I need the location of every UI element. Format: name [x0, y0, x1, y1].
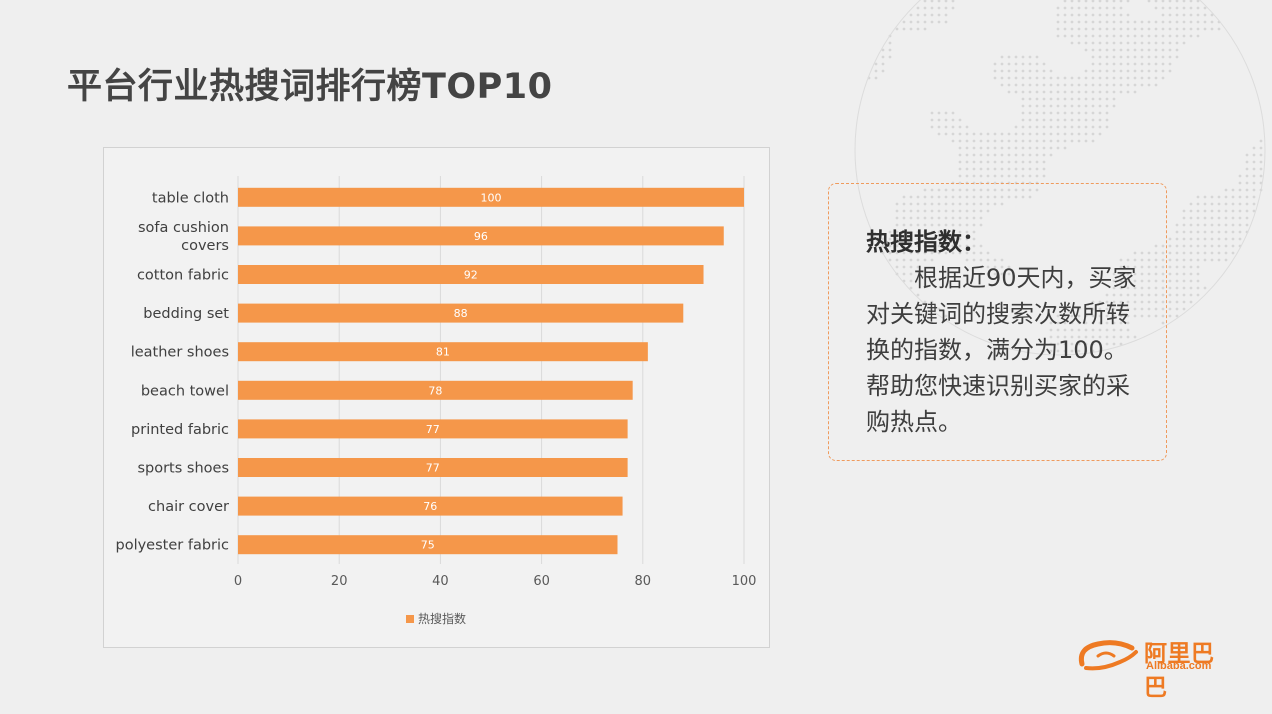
x-tick-label: 80	[635, 574, 652, 589]
bar	[238, 342, 648, 362]
alibaba-logo: 阿里巴巴 Alibaba.com	[1076, 634, 1231, 701]
data-label: 88	[454, 307, 468, 320]
bar	[238, 535, 618, 555]
category-label: table cloth	[152, 190, 229, 206]
category-label: sofa cushion covers	[138, 220, 229, 254]
x-tick-label: 40	[432, 574, 449, 589]
data-label: 77	[426, 423, 440, 436]
data-label: 76	[423, 500, 437, 513]
data-label: 100	[481, 191, 502, 204]
note-box: 热搜指数： 根据近90天内，买家对关键词的搜索次数所转换的指数，满分为100。帮…	[828, 183, 1167, 461]
category-label: leather shoes	[131, 345, 229, 361]
category-label: chair cover	[148, 499, 229, 515]
category-label: bedding set	[143, 306, 229, 322]
data-label: 77	[426, 462, 440, 475]
bar	[238, 303, 684, 323]
data-label: 78	[428, 384, 442, 397]
category-label: cotton fabric	[137, 268, 229, 284]
chart-frame: 0 20 40 60 80 100 100 table cloth 96 sofa cushion…	[103, 147, 770, 648]
bar	[238, 419, 628, 439]
alibaba-logo-icon	[1078, 640, 1138, 671]
bar	[238, 458, 628, 477]
logo-chinese-text: 阿里巴巴	[1144, 641, 1215, 701]
data-label: 75	[421, 539, 435, 552]
x-tick-label: 0	[234, 574, 242, 589]
bar-chart: 0 20 40 60 80 100 100 table cloth 96 sofa cushion…	[116, 176, 757, 626]
legend-swatch	[406, 615, 414, 623]
category-label: sports shoes	[137, 461, 229, 477]
data-label: 81	[436, 346, 450, 359]
bar	[238, 496, 623, 516]
note-body: 根据近90天内，买家对关键词的搜索次数所转换的指数，满分为100。帮助您快速识别…	[866, 264, 1137, 436]
x-tick-label: 20	[331, 574, 348, 589]
bar	[238, 226, 724, 246]
page-title: 平台行业热搜词排行榜TOP10	[67, 67, 553, 107]
category-label: beach towel	[141, 383, 229, 399]
legend-label: 热搜指数	[418, 611, 466, 626]
data-label: 92	[464, 269, 478, 282]
x-tick-label: 60	[533, 574, 550, 589]
bar	[238, 380, 633, 400]
bar	[238, 265, 704, 284]
logo-english-text: Alibaba.com	[1146, 660, 1212, 672]
data-label: 96	[474, 230, 488, 243]
note-title: 热搜指数：	[866, 228, 986, 256]
x-tick-label: 100	[732, 574, 757, 589]
category-label: polyester fabric	[116, 538, 230, 554]
bar	[238, 187, 744, 207]
category-label: printed fabric	[131, 422, 229, 438]
